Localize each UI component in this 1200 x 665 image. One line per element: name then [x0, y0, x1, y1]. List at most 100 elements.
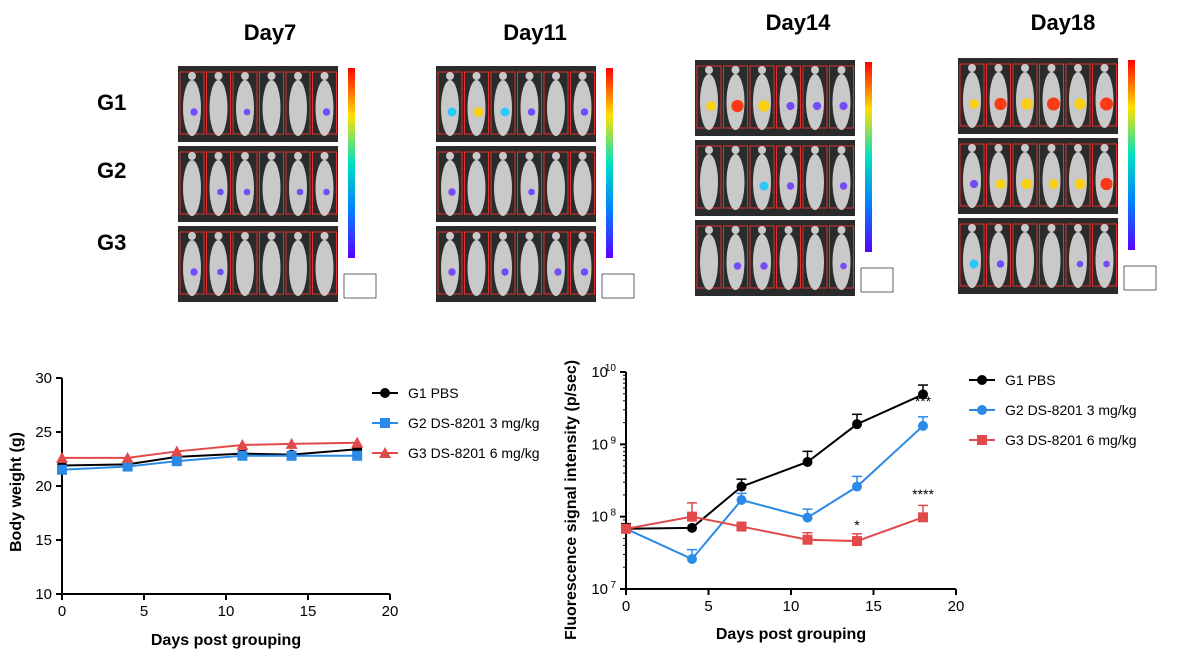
mouse-head-icon: [837, 226, 846, 234]
data-point: [687, 553, 697, 564]
tumor-signal: [296, 188, 304, 196]
mouse-head-icon: [578, 152, 587, 160]
mouse-head-icon: [188, 72, 196, 80]
data-point: [802, 456, 813, 467]
tumor-signal: [322, 108, 331, 116]
x-tick-label: 0: [58, 603, 66, 620]
data-point: [285, 437, 298, 449]
data-point: [286, 450, 297, 461]
mouse-head-icon: [1074, 64, 1082, 72]
mouse-head-icon: [758, 226, 766, 234]
y-tick-label: 20: [35, 478, 52, 495]
legend-item-g3: G3 DS-8201 6 mg/kg: [370, 438, 540, 468]
mouse-head-icon: [731, 146, 740, 154]
imaging-panel-day18: [958, 58, 1157, 294]
mouse-head-icon: [994, 64, 1003, 72]
mouse-head-icon: [705, 66, 713, 74]
mouse-silhouette-icon: [963, 152, 981, 208]
day-label-18: Day18: [1030, 10, 1096, 35]
mouse-head-icon: [472, 72, 481, 80]
legend-marker-square-icon: [969, 435, 995, 445]
mouse-head-icon: [267, 72, 276, 80]
tumor-signal: [323, 188, 330, 196]
mouse-head-icon: [705, 226, 713, 234]
mouse-silhouette-icon: [183, 160, 201, 216]
tumor-signal: [840, 262, 847, 270]
group-label-g3: G3: [97, 230, 127, 255]
y-tick-label: 15: [35, 532, 52, 549]
imaging-frame: [958, 58, 1118, 134]
tumor-signal: [731, 99, 744, 113]
mouse-head-icon: [837, 146, 846, 154]
mouse-head-icon: [241, 152, 249, 160]
data-point: [171, 456, 182, 467]
data-point: [352, 450, 363, 461]
mouse-head-icon: [446, 152, 454, 160]
radiance-colorbar-icon: [1128, 60, 1135, 250]
tumor-signal: [759, 181, 769, 191]
mouse-silhouette-icon: [520, 240, 539, 296]
mouse-head-icon: [499, 232, 507, 240]
x-tick-label: 20: [382, 603, 399, 620]
data-point: [687, 511, 697, 522]
legend-marker-circle-icon: [969, 375, 995, 385]
tumor-signal: [786, 182, 795, 190]
mouse-silhouette-icon: [1069, 232, 1087, 288]
mouse-silhouette-icon: [289, 80, 307, 136]
x-tick-label: 5: [704, 598, 712, 615]
fluorescence-legend: G1 PBS G2 DS-8201 3 mg/kg G3 DS-8201 6 m…: [967, 365, 1137, 455]
mouse-head-icon: [499, 152, 507, 160]
tumor-signal: [448, 188, 456, 196]
color-scale-box: [343, 273, 377, 299]
tumor-signal: [190, 108, 198, 116]
data-point: [236, 438, 249, 450]
mouse-silhouette-icon: [573, 240, 592, 296]
mouse-silhouette-icon: [441, 160, 459, 216]
mouse-silhouette-icon: [494, 160, 512, 216]
legend-label: G3 DS-8201 6 mg/kg: [1005, 432, 1137, 448]
color-scale-box: [601, 273, 635, 299]
imaging-panel-day14: [695, 60, 894, 296]
imaging-frame: [695, 60, 855, 136]
mouse-head-icon: [294, 72, 302, 80]
significance-annotation: *: [854, 517, 860, 533]
imaging-frame: [178, 66, 338, 142]
series-line-1: [61, 448, 358, 467]
mouse-silhouette-icon: [289, 160, 307, 216]
data-point: [918, 389, 928, 400]
mouse-head-icon: [994, 144, 1003, 152]
mouse-head-icon: [1074, 144, 1082, 152]
mouse-head-icon: [1100, 64, 1109, 72]
day-label-7: Day7: [243, 20, 297, 45]
legend-label: G1 PBS: [1005, 372, 1056, 388]
mouse-head-icon: [784, 66, 793, 74]
imaging-frame: [436, 226, 596, 302]
group-label-g1: G1: [97, 90, 127, 115]
legend-marker-square-icon: [372, 418, 398, 428]
data-point: [852, 536, 862, 547]
legend-label: G1 PBS: [408, 385, 459, 401]
mouse-silhouette-icon: [209, 160, 228, 216]
mouse-head-icon: [578, 232, 587, 240]
legend-label: G3 DS-8201 6 mg/kg: [408, 445, 540, 461]
mouse-silhouette-icon: [315, 240, 334, 296]
mouse-silhouette-icon: [573, 80, 592, 136]
color-scale-box: [860, 267, 894, 293]
mouse-silhouette-icon: [726, 234, 745, 290]
mouse-silhouette-icon: [289, 240, 307, 296]
mouse-silhouette-icon: [520, 160, 539, 216]
imaging-frame: [178, 146, 338, 222]
body-weight-x-axis-label: Days post grouping: [150, 632, 302, 649]
group-label-g2: G2: [97, 158, 127, 183]
tumor-signal: [1100, 97, 1113, 111]
tumor-signal: [1103, 260, 1110, 268]
mouse-head-icon: [731, 226, 740, 234]
x-tick-label: 15: [865, 598, 882, 615]
body-weight-y-axis-label: Body weight (g): [8, 432, 25, 552]
tumor-signal: [501, 268, 509, 276]
data-point: [918, 512, 928, 523]
y-tick-label: 10: [591, 436, 608, 453]
x-tick-label: 10: [783, 598, 800, 615]
radiance-colorbar-icon: [865, 62, 872, 252]
tumor-signal: [448, 268, 456, 276]
